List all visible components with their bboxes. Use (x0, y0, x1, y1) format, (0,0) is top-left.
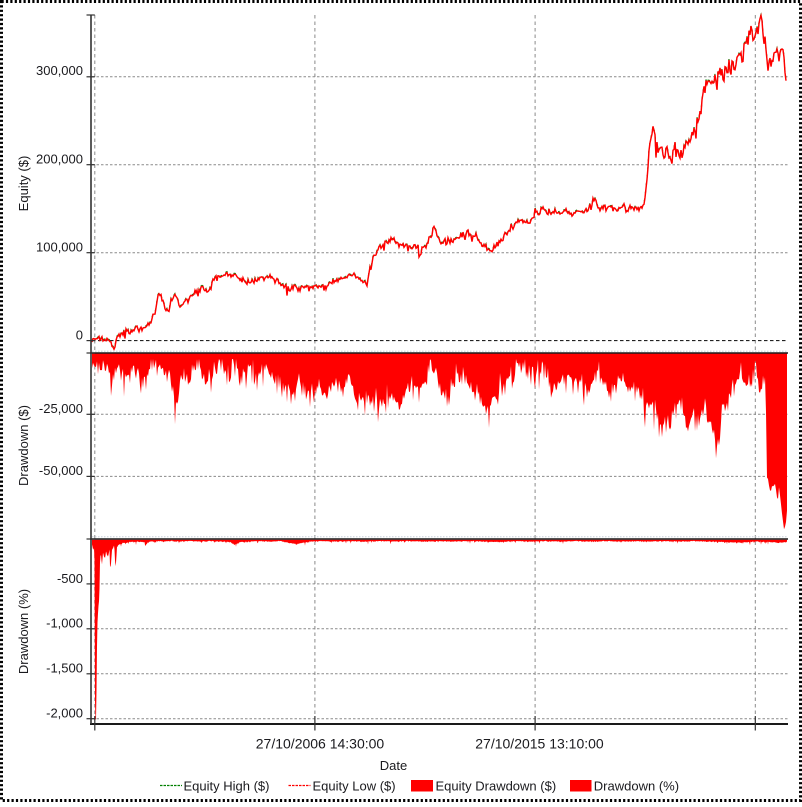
svg-text:0: 0 (76, 328, 83, 343)
svg-text:Equity High ($): Equity High ($) (184, 778, 270, 793)
svg-text:-500: -500 (57, 571, 83, 586)
svg-text:27/10/2015 13:10:00: 27/10/2015 13:10:00 (475, 736, 604, 752)
svg-text:200,000: 200,000 (36, 151, 83, 166)
svg-text:Date: Date (380, 758, 407, 773)
svg-text:Drawdown (%): Drawdown (%) (16, 589, 31, 674)
svg-text:-1,000: -1,000 (46, 616, 83, 631)
svg-text:Equity Drawdown ($): Equity Drawdown ($) (436, 778, 557, 793)
svg-text:100,000: 100,000 (36, 239, 83, 254)
svg-text:Drawdown ($): Drawdown ($) (16, 405, 31, 486)
svg-text:-50,000: -50,000 (39, 463, 83, 478)
svg-text:300,000: 300,000 (36, 63, 83, 78)
svg-text:-1,500: -1,500 (46, 661, 83, 676)
svg-text:Equity Low ($): Equity Low ($) (313, 778, 396, 793)
svg-text:-2,000: -2,000 (46, 706, 83, 721)
svg-text:27/10/2006 14:30:00: 27/10/2006 14:30:00 (256, 736, 385, 752)
svg-text:Equity ($): Equity ($) (16, 156, 31, 212)
svg-text:Drawdown (%): Drawdown (%) (594, 778, 679, 793)
svg-text:-25,000: -25,000 (39, 401, 83, 416)
